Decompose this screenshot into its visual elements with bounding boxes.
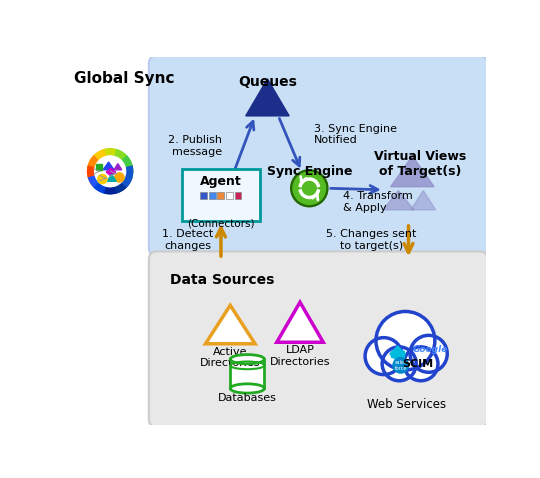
Wedge shape <box>87 175 106 194</box>
Polygon shape <box>114 163 122 170</box>
Wedge shape <box>104 148 126 161</box>
Text: Google: Google <box>413 346 449 355</box>
Circle shape <box>94 156 126 187</box>
Text: Active
Directories: Active Directories <box>200 347 260 369</box>
FancyBboxPatch shape <box>149 251 488 427</box>
Polygon shape <box>390 346 406 361</box>
Text: (Connectors): (Connectors) <box>187 218 255 228</box>
Text: 4. Transform
& Apply: 4. Transform & Apply <box>342 191 413 213</box>
Bar <box>200 192 207 199</box>
Wedge shape <box>87 155 99 177</box>
Wedge shape <box>104 182 126 195</box>
Circle shape <box>293 172 326 205</box>
Polygon shape <box>411 191 436 210</box>
Text: Queues: Queues <box>238 75 297 89</box>
Wedge shape <box>121 155 133 177</box>
Text: Virtual Views
of Target(s): Virtual Views of Target(s) <box>374 150 466 178</box>
Text: 1. Detect
changes: 1. Detect changes <box>162 229 213 250</box>
Wedge shape <box>114 175 133 194</box>
Text: Sync Engine: Sync Engine <box>267 165 352 178</box>
Circle shape <box>291 170 328 207</box>
Polygon shape <box>277 302 323 342</box>
Bar <box>209 192 216 199</box>
Circle shape <box>365 337 402 375</box>
FancyBboxPatch shape <box>182 169 260 221</box>
Polygon shape <box>103 162 114 170</box>
Text: Databases: Databases <box>218 393 276 403</box>
Circle shape <box>98 174 107 184</box>
Ellipse shape <box>230 355 265 364</box>
Text: 5. Changes sent
to target(s): 5. Changes sent to target(s) <box>326 229 416 250</box>
Bar <box>218 192 225 199</box>
Polygon shape <box>107 174 116 181</box>
Wedge shape <box>87 149 106 167</box>
Bar <box>234 192 241 199</box>
Bar <box>392 351 404 357</box>
Polygon shape <box>383 191 414 210</box>
Circle shape <box>376 312 435 370</box>
Text: Agent: Agent <box>200 175 242 188</box>
Text: LDAP
Directories: LDAP Directories <box>270 345 330 367</box>
Wedge shape <box>87 165 99 188</box>
Ellipse shape <box>230 384 265 393</box>
Circle shape <box>404 347 438 381</box>
Wedge shape <box>93 182 116 195</box>
Polygon shape <box>246 79 289 116</box>
Polygon shape <box>205 305 255 344</box>
Wedge shape <box>93 148 116 161</box>
Circle shape <box>382 347 416 381</box>
Text: 2. Publish
message: 2. Publish message <box>168 135 222 157</box>
FancyBboxPatch shape <box>149 56 488 256</box>
Text: Data Sources: Data Sources <box>170 273 274 287</box>
Bar <box>230 359 265 389</box>
Text: SCIM: SCIM <box>402 359 434 369</box>
Wedge shape <box>114 149 133 167</box>
Bar <box>226 192 233 199</box>
Wedge shape <box>121 165 133 188</box>
Bar <box>96 163 103 170</box>
Text: Global Sync: Global Sync <box>73 71 174 86</box>
Text: Web Services: Web Services <box>367 398 447 411</box>
Polygon shape <box>106 168 116 176</box>
Text: 3. Sync Engine
Notified: 3. Sync Engine Notified <box>314 123 397 145</box>
Polygon shape <box>390 156 434 187</box>
Text: sales
force: sales force <box>395 360 407 371</box>
Circle shape <box>410 336 447 372</box>
Circle shape <box>393 358 408 373</box>
Circle shape <box>115 173 124 182</box>
